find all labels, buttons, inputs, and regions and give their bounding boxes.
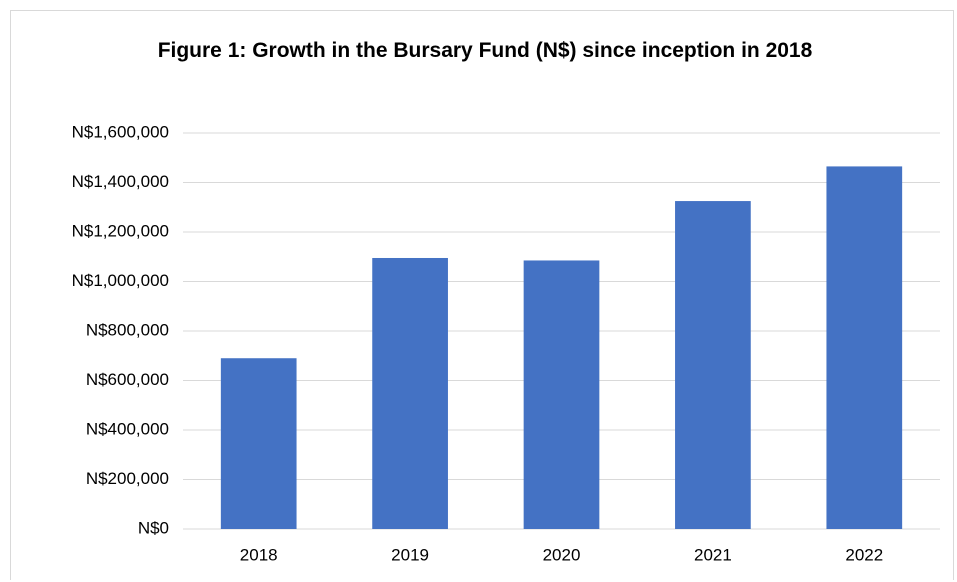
bar xyxy=(523,260,600,529)
x-tick-label: 2021 xyxy=(694,545,732,564)
y-tick-label: N$1,000,000 xyxy=(72,271,169,290)
x-tick-label: 2019 xyxy=(391,545,429,564)
y-tick-label: N$1,600,000 xyxy=(72,122,169,141)
y-tick-label: N$400,000 xyxy=(86,419,169,438)
y-tick-label: N$0 xyxy=(138,518,169,537)
bar xyxy=(220,358,297,529)
chart-title: Figure 1: Growth in the Bursary Fund (N$… xyxy=(157,39,813,62)
bar xyxy=(675,201,751,529)
y-tick-label: N$1,200,000 xyxy=(72,221,169,240)
y-tick-label: N$1,400,000 xyxy=(72,172,169,191)
y-tick-label: N$600,000 xyxy=(86,370,169,389)
y-tick-label: N$800,000 xyxy=(86,320,169,339)
chart-frame xyxy=(10,10,954,580)
y-tick-label: N$200,000 xyxy=(86,469,169,488)
x-tick-label: 2018 xyxy=(240,545,278,564)
bar xyxy=(826,166,903,529)
x-tick-label: 2020 xyxy=(543,545,581,564)
x-tick-label: 2022 xyxy=(845,545,883,564)
bar xyxy=(372,257,448,529)
